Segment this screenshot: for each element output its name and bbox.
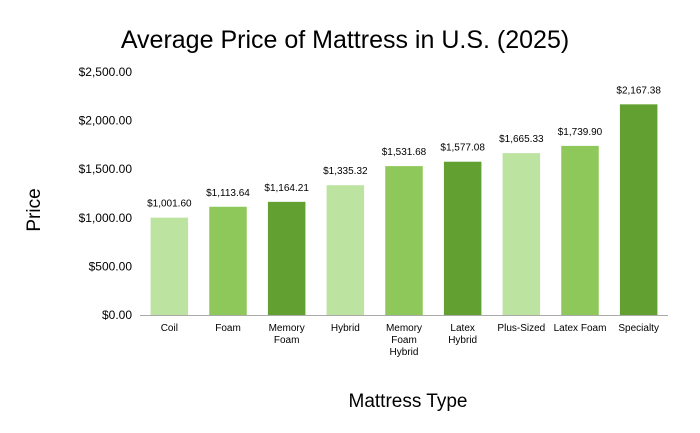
x-axis-label: Mattress Type — [349, 391, 468, 412]
data-label: $1,001.60 — [147, 199, 192, 210]
y-tick-label: $2,500.00 — [79, 65, 133, 79]
x-tick-label: Memory Foam — [269, 323, 305, 346]
bar — [150, 217, 189, 315]
data-label: $1,577.08 — [440, 143, 485, 154]
bar — [326, 185, 365, 315]
y-tick-label: $500.00 — [89, 259, 133, 273]
x-tick-label: Latex Foam — [554, 323, 607, 334]
y-tick-label: $1,000.00 — [79, 211, 133, 225]
bar — [267, 201, 306, 315]
bar — [385, 166, 423, 315]
y-tick-label: $2,000.00 — [79, 114, 133, 128]
x-tick-label: Plus-Sized — [497, 323, 545, 334]
data-label: $1,665.33 — [499, 134, 544, 145]
x-tick-label: Foam — [215, 323, 241, 334]
x-tick-label: Coil — [161, 323, 178, 334]
data-label: $1,164.21 — [264, 183, 309, 194]
data-label: $1,739.90 — [558, 127, 603, 138]
y-tick-label: $1,500.00 — [79, 162, 133, 176]
x-tick-label: Latex Hybrid — [448, 323, 477, 346]
chart-title: Average Price of Mattress in U.S. (2025) — [121, 26, 569, 54]
x-tick-label: Specialty — [618, 323, 659, 334]
y-tick-label: $0.00 — [102, 308, 132, 322]
x-tick-label: Memory Foam Hybrid — [386, 323, 422, 358]
bar — [619, 104, 658, 316]
y-axis-label: Price — [24, 188, 45, 231]
bar — [443, 161, 482, 315]
data-label: $1,531.68 — [382, 147, 427, 158]
data-label: $2,167.38 — [616, 85, 661, 96]
data-label: $1,113.64 — [206, 188, 250, 199]
data-label: $1,335.32 — [323, 166, 368, 177]
x-tick-label: Hybrid — [331, 323, 360, 334]
bar — [561, 145, 599, 315]
bar — [502, 153, 541, 315]
bar — [209, 206, 247, 315]
